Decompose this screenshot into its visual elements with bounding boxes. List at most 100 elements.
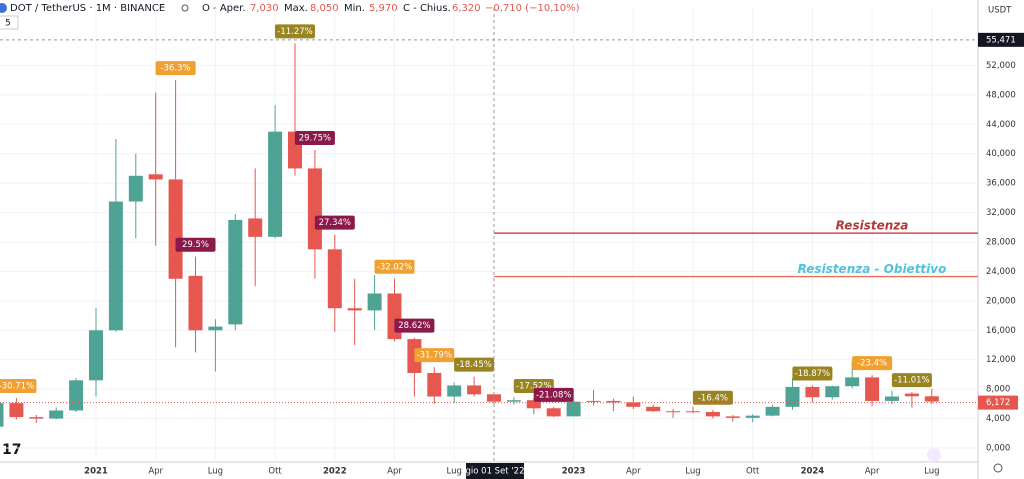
candle-body bbox=[168, 179, 183, 279]
candle-body bbox=[188, 275, 203, 331]
last-price-box bbox=[978, 395, 1018, 410]
y-tick-label: 20,000 bbox=[986, 296, 1016, 306]
candle-body bbox=[566, 401, 581, 417]
change-label: -18.87% bbox=[795, 369, 830, 379]
candle-body bbox=[745, 415, 760, 418]
eye-icon[interactable] bbox=[181, 4, 189, 12]
change-label: 29.5% bbox=[182, 240, 209, 250]
candle-body bbox=[248, 218, 263, 237]
x-tick-label: Lug bbox=[208, 467, 223, 477]
currency[interactable]: USDT bbox=[988, 6, 1012, 16]
candle-body bbox=[506, 400, 521, 402]
plot: 0,000 4,000 8,000 12,000 16,000 20,000 24,000 2… bbox=[0, 8, 1016, 477]
change-label-box bbox=[155, 61, 196, 76]
symbol: DOT / TetherUS · 1M · BINANCE bbox=[10, 3, 165, 14]
candle-body bbox=[128, 175, 143, 202]
x-tick-label: 2023 bbox=[562, 467, 586, 477]
change-label: -31.79% bbox=[417, 351, 452, 361]
y-tick-label: 36,000 bbox=[986, 179, 1016, 189]
x-tick-label: Lug bbox=[447, 467, 462, 477]
candle-body bbox=[904, 393, 919, 397]
candle-body bbox=[885, 396, 899, 401]
change-label-box bbox=[692, 390, 733, 405]
change-label: -18.45% bbox=[456, 360, 491, 370]
y-tick-label: 44,000 bbox=[986, 120, 1016, 130]
change-label: -11.27% bbox=[277, 27, 312, 37]
candle-body bbox=[327, 249, 342, 309]
low-value: 5,970 bbox=[369, 3, 398, 14]
last-price-label: 6,172 bbox=[986, 398, 1010, 408]
candle-body bbox=[49, 410, 64, 419]
change-label-box bbox=[792, 366, 833, 381]
candle-body bbox=[268, 131, 283, 237]
close-value: 6,320 bbox=[452, 3, 481, 14]
settings-icon[interactable] bbox=[993, 463, 1003, 473]
tv-logo: 17 bbox=[2, 442, 21, 458]
candle-body bbox=[108, 201, 123, 331]
x-tick-label: 2021 bbox=[84, 467, 108, 477]
change-label: -16.4% bbox=[698, 393, 728, 403]
candle-body bbox=[447, 385, 462, 397]
x-tick-label: Apr bbox=[865, 467, 880, 477]
indicator-toggle[interactable] bbox=[0, 15, 19, 30]
candle-body bbox=[646, 406, 661, 412]
candle-body bbox=[69, 380, 84, 411]
candle-body bbox=[29, 417, 44, 419]
change: −0,710 (−10,10%) bbox=[485, 3, 580, 14]
x-tick-label: Ott bbox=[268, 467, 282, 477]
change-label-box bbox=[374, 259, 415, 274]
change-label: 28.62% bbox=[398, 321, 430, 331]
change-label: -23.4% bbox=[857, 359, 887, 369]
candle-body bbox=[924, 396, 939, 402]
close-label: C - Chius. bbox=[403, 3, 451, 14]
change-label: -36.3% bbox=[161, 64, 191, 74]
candle-body bbox=[89, 330, 103, 381]
alert-icon[interactable] bbox=[927, 448, 941, 462]
high-value: 8,050 bbox=[310, 3, 339, 14]
change-label-box bbox=[175, 237, 216, 252]
candle-body bbox=[825, 386, 840, 398]
candle-body bbox=[765, 406, 780, 416]
y-tick-label: 28,000 bbox=[986, 237, 1016, 247]
candle-body bbox=[427, 372, 442, 397]
horizontal-line-label: Resistenza - Obiettivo bbox=[798, 262, 947, 276]
candle-body bbox=[148, 174, 163, 180]
low-label: Min. bbox=[344, 3, 365, 14]
symbol-icon bbox=[0, 3, 7, 13]
high-label: Max. bbox=[284, 3, 308, 14]
y-tick-label: 16,000 bbox=[986, 326, 1016, 336]
candle-body bbox=[208, 326, 223, 331]
y-tick-label: 0,000 bbox=[986, 444, 1010, 454]
candle-body bbox=[9, 403, 24, 418]
candle-body bbox=[367, 293, 382, 311]
x-tick-label: Apr bbox=[148, 467, 163, 477]
x-tick-label: Ott bbox=[746, 467, 760, 477]
y-tick-label: 12,000 bbox=[986, 355, 1016, 365]
x-tick-label: Lug bbox=[924, 467, 939, 477]
y-tick-label: 4,000 bbox=[986, 414, 1010, 424]
x-tick-label: Apr bbox=[626, 467, 641, 477]
change-label-box bbox=[852, 356, 893, 371]
change-label: -11.01% bbox=[894, 376, 929, 386]
x-tick-label: 2024 bbox=[801, 467, 825, 477]
change-label-box bbox=[533, 387, 574, 402]
x-tick-label: Apr bbox=[387, 467, 402, 477]
change-label-box bbox=[454, 357, 495, 372]
y-tick-label: 52,000 bbox=[986, 61, 1016, 71]
change-label: -30.71% bbox=[0, 381, 34, 391]
candle-body bbox=[526, 400, 541, 409]
candle-body bbox=[0, 403, 4, 427]
y-tick-label: 48,000 bbox=[986, 90, 1016, 100]
candle-body bbox=[845, 377, 860, 387]
candle-body bbox=[487, 394, 501, 402]
change-label: -17.52% bbox=[516, 381, 551, 391]
candle-body bbox=[347, 308, 362, 311]
crosshair-price-box bbox=[978, 32, 1024, 47]
change-label-box bbox=[0, 378, 37, 393]
y-tick-label: 32,000 bbox=[986, 208, 1016, 218]
change-label: 29.75% bbox=[299, 134, 331, 144]
x-tick-label: 2022 bbox=[323, 467, 347, 477]
change-label-box bbox=[294, 131, 335, 146]
change-label-box bbox=[314, 215, 355, 230]
